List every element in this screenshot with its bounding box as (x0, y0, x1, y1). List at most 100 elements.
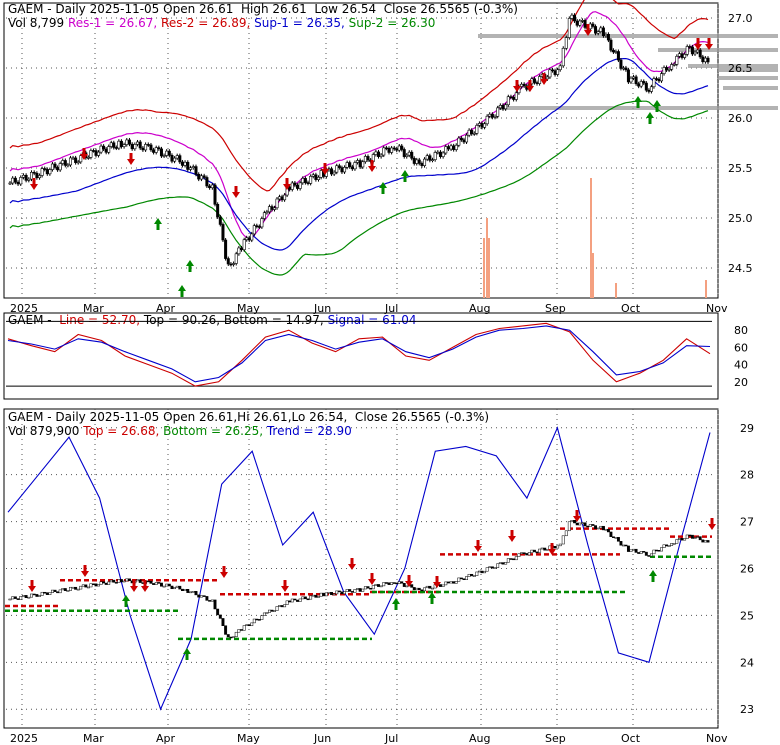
trend-candle-body (270, 609, 274, 612)
price-candle-body (48, 169, 52, 175)
trend-candle-body (462, 578, 466, 581)
price-candle-body (213, 184, 217, 205)
trend-candle-body (97, 584, 100, 587)
trend-candle-body (234, 631, 238, 637)
price-candle-body (298, 182, 302, 189)
trend-candle-body (452, 581, 456, 584)
sell-arrow-icon (127, 153, 135, 165)
price-candle-body (454, 144, 458, 150)
trend-candle-body (242, 625, 246, 631)
trend-candle-body (632, 548, 635, 551)
trend-candle-body (657, 550, 661, 552)
trend-sell-arrow-icon (474, 540, 482, 552)
trend-candle-body (128, 578, 131, 582)
trend-sell-arrow-icon (130, 580, 138, 592)
price-candle-body (459, 137, 463, 141)
price-candle-body (45, 169, 49, 175)
trend-top-label: Top = 26.68, (83, 424, 160, 438)
trend-candle-body (252, 618, 256, 624)
price-candle-body (490, 113, 494, 118)
price-candle-body (226, 258, 230, 265)
volume-profile-bar (658, 48, 778, 52)
sell-arrow-icon (694, 38, 702, 50)
price-candle-body (27, 178, 31, 181)
price-candle-body (647, 89, 651, 92)
trend-candle-body (149, 580, 153, 584)
price-x-tick-label: Sep (545, 302, 566, 315)
price-candle-body (229, 263, 233, 266)
price-candle-body (245, 237, 249, 241)
trend-candle-body (324, 592, 328, 597)
osc-y-tick-label: 60 (734, 341, 748, 354)
trend-candle-body (382, 582, 386, 587)
price-candle-body (379, 154, 383, 157)
trend-sell-arrow-icon (573, 510, 581, 522)
trend-candle-body (319, 592, 323, 597)
trend-candle-body (583, 522, 587, 527)
trend-y-tick-label: 28 (740, 469, 754, 482)
price-candle-body (74, 157, 78, 163)
trend-candle-body (11, 596, 15, 600)
price-candle-body (629, 77, 633, 83)
price-candle-body (149, 144, 153, 151)
trend-candle-body (117, 579, 121, 583)
trend-sell-arrow-icon (548, 543, 556, 555)
price-candle-body (183, 161, 187, 166)
price-candle-body (472, 133, 476, 135)
trend-candle-body (649, 553, 653, 557)
trend-candle-body (626, 545, 630, 552)
trend-buy-arrow-icon (392, 598, 400, 610)
price-candle-body (99, 145, 103, 153)
price-candle-body (317, 177, 321, 180)
trend-candle-body (226, 634, 230, 638)
price-candle-body (216, 204, 220, 218)
trend-candle-body (237, 629, 241, 633)
trend-candle-body (240, 629, 243, 631)
trend-candle-body (642, 551, 646, 553)
volume-bar (592, 253, 594, 298)
price-candle-body (614, 51, 618, 53)
trend-candle-body (216, 608, 220, 616)
trend-candle-body (675, 539, 679, 544)
trend-candle-body (485, 567, 489, 572)
price-candle-body (91, 150, 95, 152)
price-candle-body (397, 145, 401, 151)
trend-candle-body (472, 575, 476, 577)
price-candle-body (558, 65, 562, 71)
trend-candle-body (392, 582, 396, 584)
price-candle-body (358, 160, 362, 168)
price-candle-body (545, 76, 549, 80)
sell-arrow-icon (80, 148, 88, 160)
trend-candle-body (390, 582, 394, 585)
trend-candle-body (387, 582, 391, 585)
trend-candle-body (107, 581, 111, 585)
trend-sell-arrow-icon (348, 558, 356, 570)
trend-candle-body (260, 615, 264, 620)
price-candle-body (444, 146, 448, 154)
trend-candle-body (535, 551, 539, 554)
trend-candle-body (496, 563, 500, 568)
price-candle-body (240, 247, 244, 251)
trend-candle-body (337, 590, 341, 593)
price-candle-body (353, 162, 357, 170)
res1-band-line (9, 11, 709, 240)
trend-candle-body (330, 592, 334, 596)
price-candle-body (604, 33, 608, 37)
price-candle-body (205, 177, 209, 187)
price-candle-body (654, 78, 658, 80)
trend-y-tick-label: 27 (740, 516, 754, 529)
price-candle-body (433, 152, 437, 160)
trend-candle-body (483, 570, 487, 574)
trend-candle-body (104, 582, 108, 585)
price-candle-body (423, 158, 427, 166)
price-candle-body (436, 151, 440, 154)
trend-y-tick-label: 26 (740, 563, 754, 576)
trend-candle-body (167, 583, 171, 587)
trend-candle-body (199, 595, 203, 598)
trend-candle-body (267, 609, 271, 613)
price-candle-body (548, 69, 552, 78)
trend-candle-body (293, 598, 297, 601)
trend-candle-body (527, 552, 531, 556)
trend-candle-body (698, 536, 702, 541)
price-candle-body (626, 69, 630, 83)
